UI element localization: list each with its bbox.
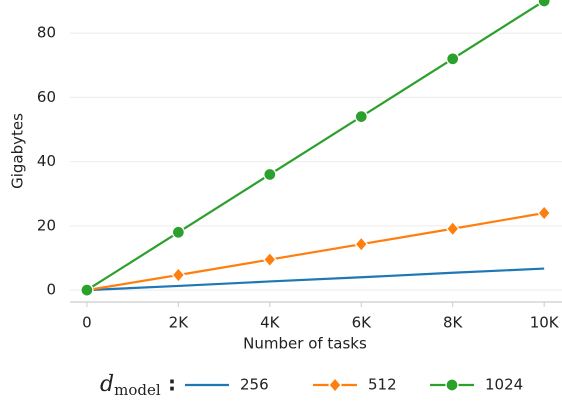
y-tick-label: 0 [46,281,56,299]
legend-title-symbol: d [100,372,114,397]
series-line [86,211,545,292]
marker [354,236,369,253]
marker [537,0,551,8]
x-tick-label: 4K [260,314,281,332]
series-line [86,267,545,292]
legend-title-subscript: model [114,381,161,399]
x-tick-label: 2K [169,314,190,332]
x-tick-label: 10K [530,314,560,332]
marker [445,378,459,392]
y-tick-label: 20 [37,216,56,234]
marker [537,205,552,222]
x-tick-label: 8K [443,314,464,332]
marker [80,283,94,297]
x-axis-label: Number of tasks [243,335,367,353]
marker [446,52,460,66]
y-tick-label: 80 [37,24,56,42]
marker [263,167,277,182]
legend-label: 1024 [485,376,523,394]
legend-title: dmodel [100,372,161,399]
legend-colon: : [168,372,176,396]
marker [445,220,460,237]
x-tick-label: 6K [352,314,373,332]
series-line [86,0,545,292]
y-tick-label: 40 [37,152,56,170]
y-axis-label: Gigabytes [9,113,27,189]
marker [354,109,368,124]
y-tick-label: 60 [37,88,56,106]
legend-label: 512 [368,376,397,394]
marker [328,377,342,393]
marker [171,267,186,284]
marker [262,251,277,268]
legend-label: 256 [240,376,269,394]
marker [171,225,186,239]
x-tick-label: 0 [82,314,92,332]
